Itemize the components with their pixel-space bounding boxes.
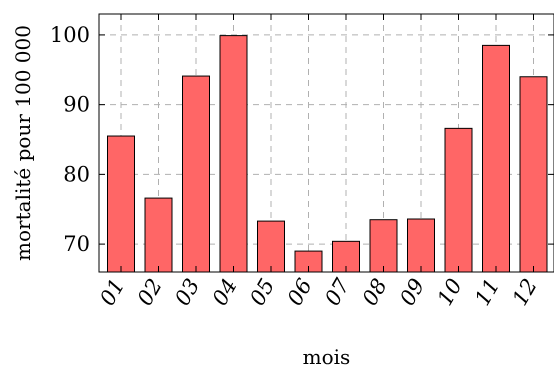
plot-frame [98, 13, 554, 273]
y-tick-label: 90 [63, 93, 90, 117]
bar-02 [144, 197, 173, 273]
x-tick-labels: 01 02 03 04 05 06 07 08 09 10 11 12 [95, 274, 542, 310]
bar-05 [257, 220, 285, 273]
bars [107, 35, 548, 273]
bar-04 [219, 35, 248, 273]
x-tick-label: 06 [283, 275, 317, 310]
x-tick-label: 03 [170, 275, 204, 310]
bar-10 [444, 127, 473, 273]
y-tick-label: 80 [63, 162, 90, 186]
bar-01 [107, 135, 135, 273]
bar-09 [407, 218, 435, 273]
bar-12 [519, 76, 548, 273]
x-tick-label: 02 [133, 275, 167, 310]
bar-03 [182, 75, 210, 273]
tick-marks [99, 14, 554, 272]
x-tick-label: 05 [245, 275, 279, 310]
y-tick-label: 100 [50, 23, 90, 47]
bar-08 [369, 219, 398, 273]
y-tick-labels: 70 80 90 100 [50, 23, 90, 256]
x-tick-label: 11 [470, 275, 504, 310]
x-tick-label: 04 [208, 275, 242, 310]
x-axis-label: mois [303, 345, 351, 369]
y-axis-label: mortalité pour 100 000 [11, 25, 35, 261]
x-tick-label: 01 [95, 275, 129, 310]
bar-11 [482, 44, 510, 273]
x-tick-label: 10 [433, 275, 467, 310]
y-tick-label: 70 [63, 232, 90, 256]
x-tick-label: 08 [358, 275, 392, 310]
x-tick-label: 09 [395, 275, 429, 310]
x-tick-label: 07 [320, 274, 354, 310]
x-tick-label: 12 [508, 275, 542, 310]
